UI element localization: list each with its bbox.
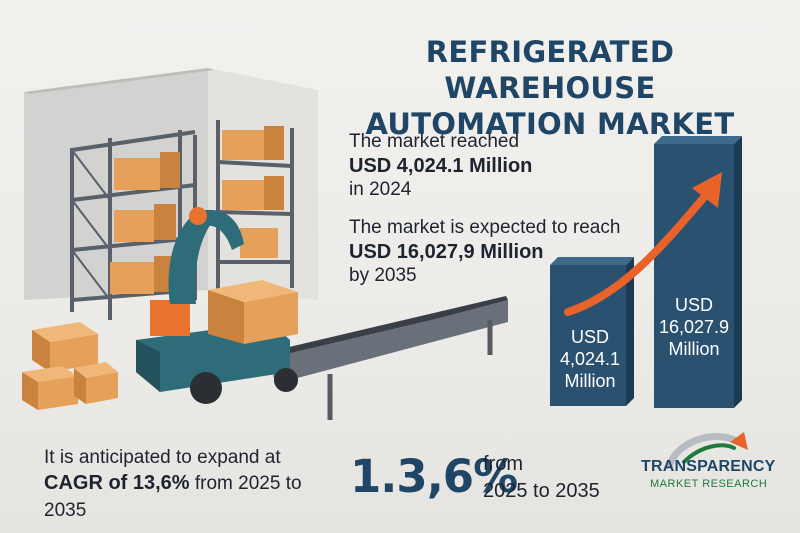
stat-2024-year: in 2024 xyxy=(349,179,412,200)
floor-boxes xyxy=(22,322,118,410)
bar-2024-amount: 4,024.1 xyxy=(559,349,621,369)
bar-2035 xyxy=(654,136,742,408)
cagr-period: from 2025 to 2035 xyxy=(44,473,302,521)
bar-2024-unit: Million xyxy=(564,371,616,391)
cagr-big-value: 1.3,6% xyxy=(350,450,518,503)
stat-2035: The market is expected to reach USD 16,0… xyxy=(349,216,620,288)
bar-2035-label: USD 16,027.9 Million xyxy=(654,294,734,360)
conveyor xyxy=(268,296,508,420)
stat-2024-value: USD 4,024.1 Million xyxy=(349,155,533,177)
bar-2024-label: USD 4,024.1 Million xyxy=(550,326,630,392)
cagr-side-years: 2025 to 2035 xyxy=(483,480,600,502)
bar-2035-currency: USD xyxy=(674,295,713,315)
growth-line-1: It is anticipated to expand at xyxy=(44,447,281,468)
logo-name: TRANSPARENCY xyxy=(641,458,776,475)
cart-box xyxy=(208,280,298,344)
shelf-boxes-left xyxy=(110,152,180,294)
bar-2035-unit: Million xyxy=(668,339,720,359)
growth-statement: It is anticipated to expand at CAGR of 1… xyxy=(44,446,349,524)
cagr-side-text: from 2025 to 2035 xyxy=(483,451,600,505)
stat-2035-year: by 2035 xyxy=(349,265,417,286)
bar-2035-amount: 16,027.9 xyxy=(658,317,730,337)
growth-arrow-icon xyxy=(564,172,722,316)
title-line-1: REFRIGERATED WAREHOUSE xyxy=(425,35,675,105)
wall-top xyxy=(24,68,214,94)
page-title: REFRIGERATED WAREHOUSE AUTOMATION MARKET xyxy=(320,34,780,142)
logo-subtitle: MARKET RESEARCH xyxy=(650,478,768,490)
shelf-rack-right xyxy=(216,120,294,290)
bar-2024-currency: USD xyxy=(570,327,609,347)
stat-2024-intro: The market reached xyxy=(349,131,520,152)
title-line-2: AUTOMATION MARKET xyxy=(365,107,735,141)
cagr-label: CAGR of 13,6% xyxy=(44,472,190,494)
cagr-side-from: from xyxy=(483,453,523,475)
logo-swoosh-icon xyxy=(666,432,748,468)
growth-bars-graphic xyxy=(550,136,742,408)
growth-line-2: CAGR of 13,6% from 2025 to 2035 xyxy=(44,470,349,524)
stat-2035-intro: The market is expected to reach xyxy=(349,217,621,238)
warehouse-illustration xyxy=(22,68,508,420)
stat-2024: The market reached USD 4,024.1 Million i… xyxy=(349,130,532,202)
shelf-boxes-right xyxy=(222,126,284,258)
stat-2035-value: USD 16,027,9 Million xyxy=(349,241,544,263)
robot-cart xyxy=(136,207,298,404)
